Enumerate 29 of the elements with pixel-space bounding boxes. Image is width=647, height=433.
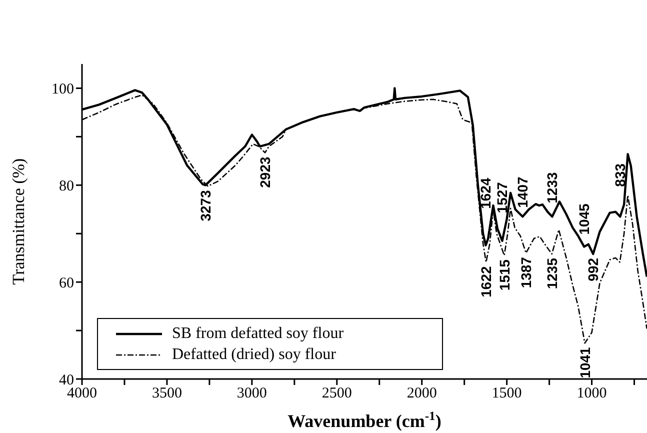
legend-label: SB from defatted soy flour (172, 324, 344, 342)
annotation: 2923 (257, 156, 274, 188)
y-tick-label: 80 (59, 178, 74, 194)
x-tick-label: 4000 (67, 386, 97, 402)
annotation: 3273 (198, 190, 214, 222)
annotation: 1407 (514, 176, 531, 208)
annotation: 1515 (496, 259, 512, 291)
annotation: 1045 (576, 203, 592, 235)
annotation: 1041 (576, 346, 593, 378)
x-tick-label: 3000 (236, 386, 267, 402)
annotation: 1235 (544, 258, 560, 290)
x-tick-label: 1000 (576, 386, 607, 402)
x-axis-title: Wavenumber (cm$^{-1}$) (288, 409, 442, 431)
annotation: 1233 (544, 172, 560, 204)
annotation: 1387 (518, 256, 534, 288)
annotation: 833 (612, 163, 628, 187)
annotation: 992 (585, 258, 602, 282)
annotation: 1624 (478, 178, 494, 209)
y-axis-title: Transmittance (%) (9, 158, 28, 285)
annotation: 1527 (494, 182, 510, 214)
x-tick-label: 3500 (152, 386, 182, 402)
annotation: 1622 (478, 266, 494, 298)
x-tick-label: 1500 (492, 386, 522, 402)
y-tick-label: 40 (59, 372, 74, 388)
y-tick-label: 60 (59, 275, 74, 292)
y-tick-label: 100 (52, 82, 74, 98)
x-tick-label: 2000 (406, 386, 437, 402)
x-tick-label: 2500 (322, 386, 352, 402)
legend-label: Defatted (dried) soy flour (172, 346, 336, 364)
